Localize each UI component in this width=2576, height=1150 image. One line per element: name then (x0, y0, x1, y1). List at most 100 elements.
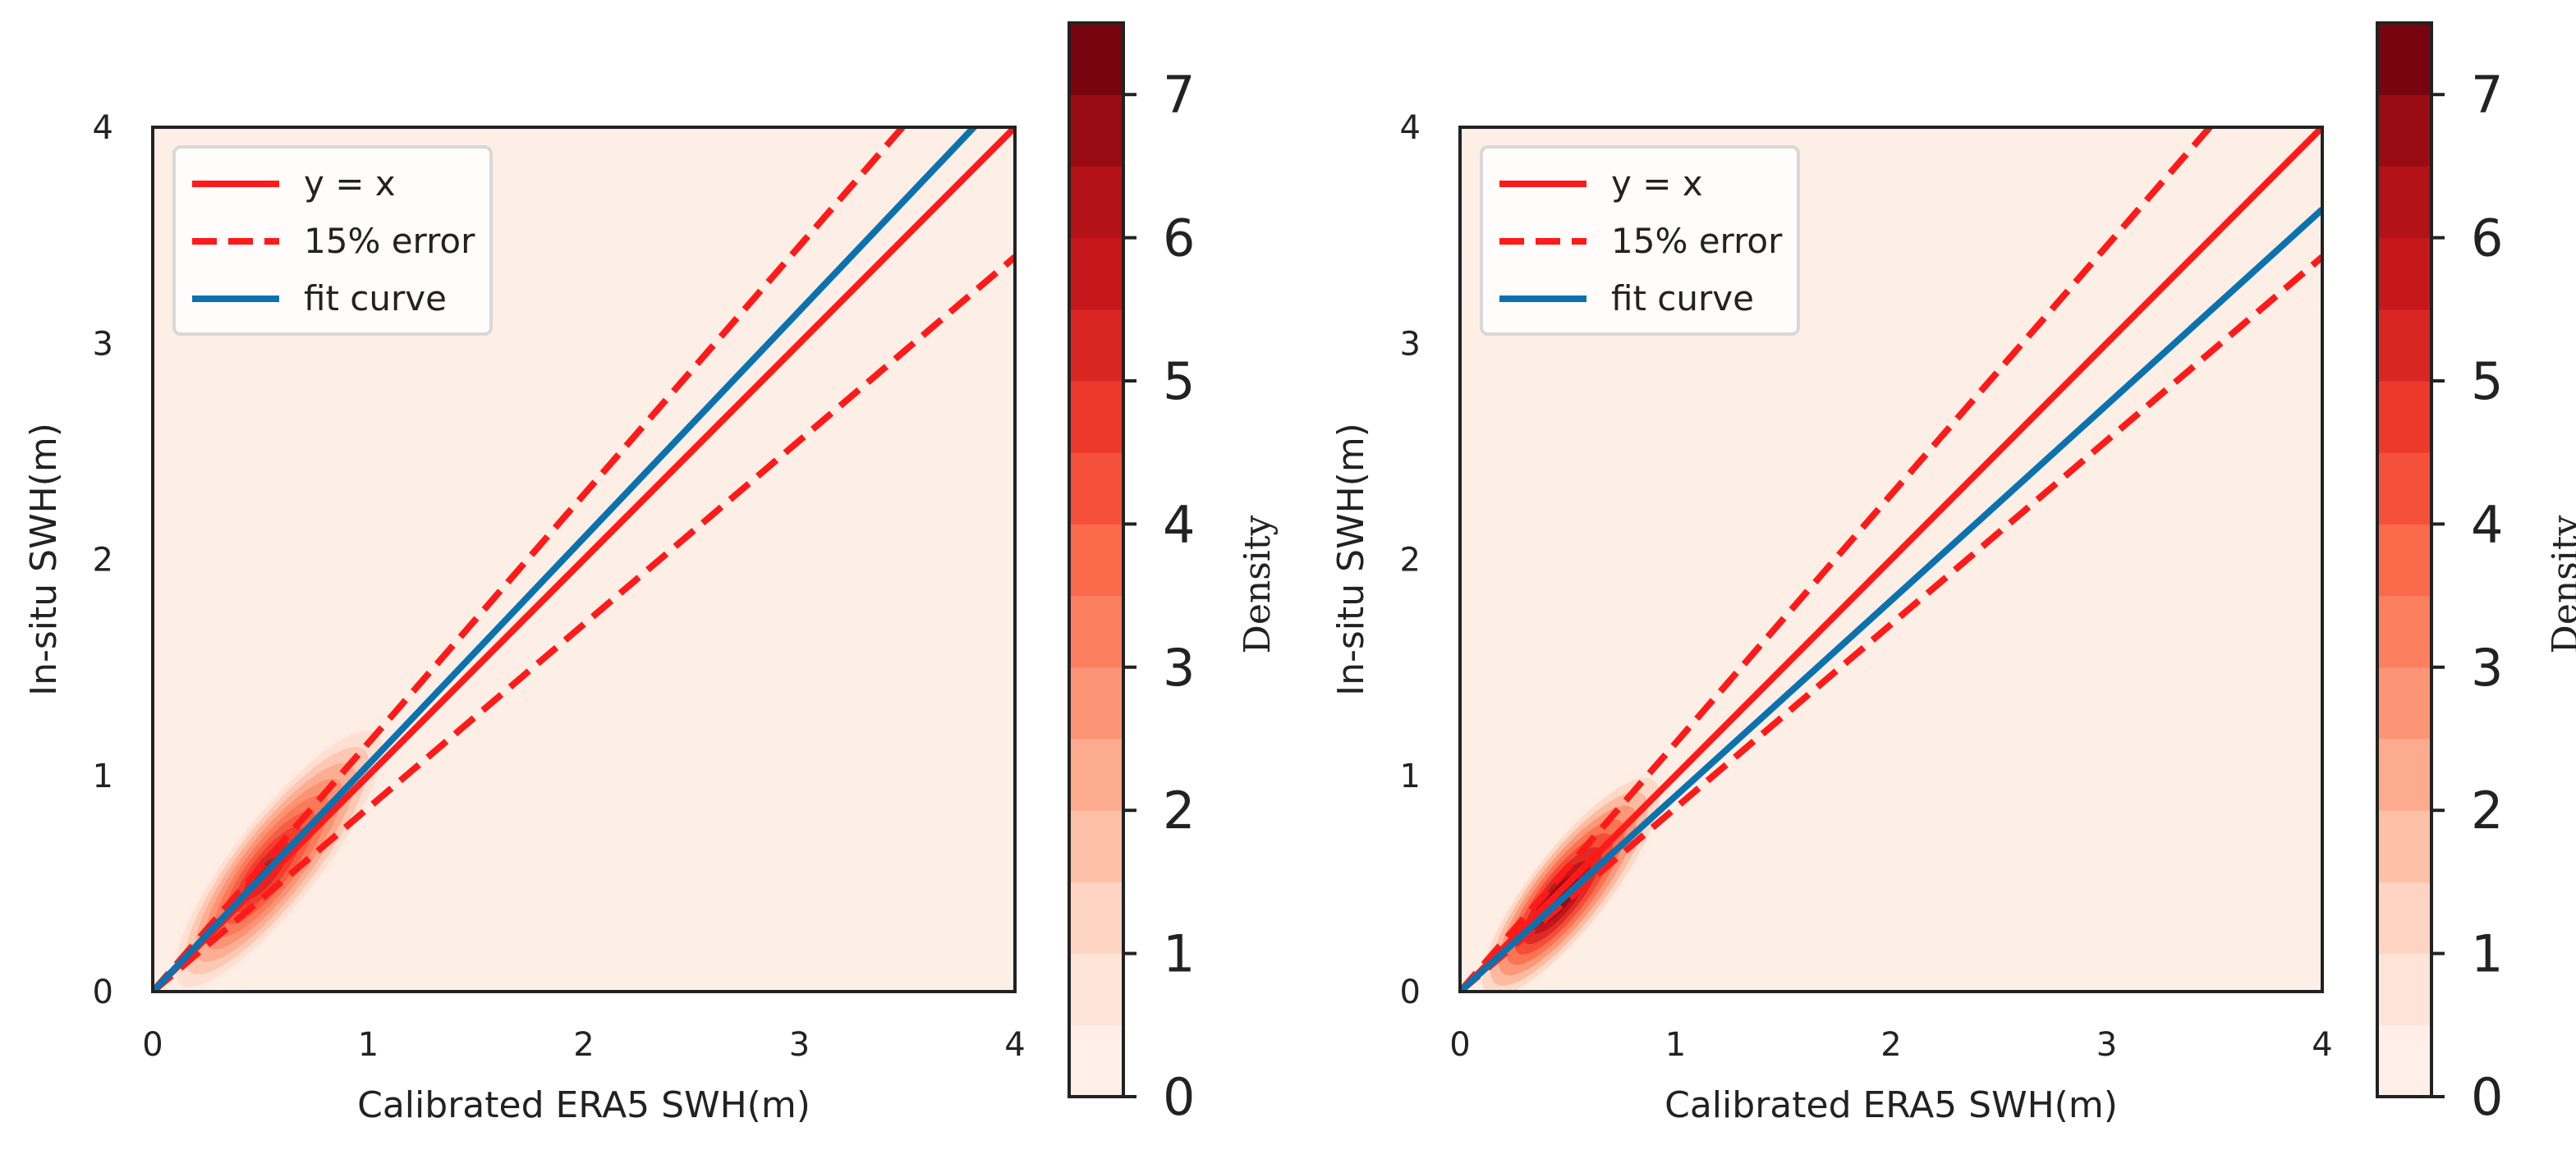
colorbar-band (1069, 309, 1123, 382)
error-line-upper (153, 127, 907, 992)
colorbar-band (1069, 23, 1123, 95)
colorbar-band (2377, 381, 2431, 453)
colorbar-label: Density (1237, 515, 1279, 653)
colorbar-band (1069, 595, 1123, 668)
y-tick-label: 0 (93, 974, 113, 1011)
colorbar-tick-label: 7 (2471, 65, 2503, 125)
x-axis-label: Calibrated ERA5 SWH(m) (357, 1084, 810, 1126)
colorbar-band (2377, 452, 2431, 525)
legend: y = x 15% error fit curve (1480, 145, 1800, 336)
x-axis-label: Calibrated ERA5 SWH(m) (1665, 1084, 2118, 1126)
error-line-lower (1460, 254, 2322, 992)
panel-right: 0 1 2 3 4 0 1 2 3 4 Calibrated ERA5 SWH(m) In-situ … (1330, 109, 2333, 1126)
y-tick-label: 3 (93, 325, 113, 363)
y-tick-label: 2 (93, 542, 113, 580)
colorbar-band (2377, 739, 2431, 811)
y-tick-label: 0 (1400, 974, 1421, 1011)
y-tick-label: 2 (1400, 542, 1421, 580)
panel-left: 0 1 2 3 4 0 1 2 3 4 Calibrated ERA5 SWH(m) In-situ … (23, 109, 1026, 1126)
y-tick-label: 1 (1400, 758, 1421, 795)
colorbar-tick-label: 5 (2471, 351, 2503, 411)
colorbar-band (2377, 524, 2431, 597)
colorbar-band (1069, 739, 1123, 811)
x-tick-label: 3 (2096, 1026, 2117, 1064)
colorbar-tick-label: 1 (1163, 924, 1195, 984)
colorbar-tick-label: 3 (1163, 638, 1195, 698)
fit-curve-line (1460, 207, 2322, 992)
colorbar-band (2377, 595, 2431, 668)
colorbar-tick-label: 7 (1163, 65, 1195, 125)
colorbar-band (2377, 667, 2431, 740)
colorbar-band (1069, 882, 1123, 955)
x-tick-label: 2 (1880, 1026, 1901, 1064)
error-line-lower (153, 254, 1015, 992)
colorbar-band (1069, 452, 1123, 525)
colorbar-band (1069, 667, 1123, 740)
legend: y = x 15% error fit curve (172, 145, 493, 336)
colorbar-tick-label: 6 (1163, 208, 1195, 268)
identity-line (153, 127, 1015, 992)
colorbar-band (2377, 953, 2431, 1026)
colorbar-band (2377, 237, 2431, 310)
y-axis-label: In-situ SWH(m) (23, 423, 65, 696)
legend-box (1480, 145, 1800, 336)
colorbar-frame (2376, 21, 2433, 1098)
x-tick-label: 4 (2312, 1026, 2332, 1064)
y-axis-label: In-situ SWH(m) (1330, 423, 1372, 696)
colorbar-tick-label: 1 (2471, 924, 2503, 984)
legend-label: 15% error (304, 221, 475, 261)
colorbar-band (2377, 166, 2431, 239)
colorbar-tick-label: 6 (2471, 208, 2503, 268)
x-tick-label: 2 (573, 1026, 594, 1064)
legend-label: fit curve (304, 278, 447, 318)
colorbar-band (2377, 94, 2431, 167)
colorbar-band (1069, 953, 1123, 1026)
colorbar-band (2377, 810, 2431, 882)
colorbar-band (1069, 166, 1123, 239)
plot-frame (1458, 126, 2324, 993)
legend-box (172, 145, 493, 336)
identity-line (1460, 127, 2322, 992)
colorbar-tick-label: 3 (2471, 638, 2503, 698)
colorbar-band (1069, 381, 1123, 453)
colorbar-band (1069, 810, 1123, 882)
x-tick-label: 0 (1449, 1026, 1470, 1064)
y-tick-label: 4 (1400, 109, 1421, 147)
legend-label: fit curve (1611, 278, 1754, 318)
colorbar-band (2377, 882, 2431, 955)
colorbar: 0 1 2 3 4 5 6 7 Density (2376, 21, 2576, 1127)
colorbar-tick-label: 0 (1163, 1067, 1195, 1127)
colorbar-tick-label: 4 (1163, 494, 1195, 554)
error-line-upper (1460, 127, 2215, 992)
colorbar-tick-label: 2 (1163, 781, 1195, 841)
x-tick-label: 0 (142, 1026, 163, 1064)
colorbar-band (1069, 237, 1123, 310)
colorbar-band (2377, 23, 2431, 95)
legend-label: y = x (1611, 163, 1703, 204)
colorbar-tick-label: 4 (2471, 494, 2503, 554)
plot-frame (151, 126, 1017, 993)
y-tick-label: 3 (1400, 325, 1421, 363)
x-tick-label: 4 (1004, 1026, 1025, 1064)
colorbar-label: Density (2545, 515, 2576, 653)
reference-lines (1460, 127, 2322, 992)
colorbar-tick-label: 0 (2471, 1067, 2503, 1127)
colorbar-band (2377, 309, 2431, 382)
x-tick-label: 3 (789, 1026, 810, 1064)
x-tick-label: 1 (1665, 1026, 1686, 1064)
colorbar-band (1069, 524, 1123, 597)
colorbar-tick-label: 2 (2471, 781, 2503, 841)
colorbar-band (1069, 94, 1123, 167)
colorbar-tick-label: 5 (1163, 351, 1195, 411)
y-tick-label: 1 (93, 758, 113, 795)
colorbar: 0 1 2 3 4 5 6 7 Density (1068, 21, 1279, 1127)
fit-curve-line (153, 127, 979, 992)
reference-lines (153, 127, 1015, 992)
colorbar-band (2377, 1024, 2431, 1097)
colorbar-band (1069, 1024, 1123, 1097)
x-tick-label: 1 (358, 1026, 379, 1064)
colorbar-frame (1068, 21, 1125, 1098)
y-tick-label: 4 (93, 109, 113, 147)
legend-label: y = x (304, 163, 396, 204)
